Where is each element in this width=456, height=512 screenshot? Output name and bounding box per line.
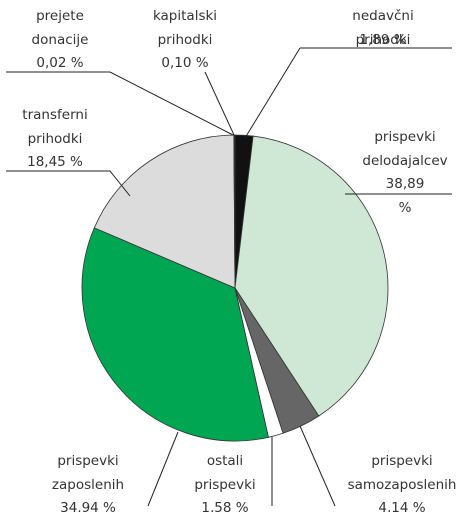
slice-value-label: 34,94 % — [60, 500, 116, 512]
leader-line — [6, 71, 234, 136]
slice-value-label: 1,89 % — [359, 31, 407, 48]
slice-label: transferni prihodki — [22, 107, 88, 147]
slice-label: nedavčni prihodki — [352, 8, 414, 48]
slice-label: kapitalski prihodki — [152, 8, 218, 48]
slice-label: ostali prispevki — [194, 453, 256, 493]
leader-line — [299, 425, 336, 507]
leader-line — [6, 170, 131, 197]
slice-label: prispevki zaposlenih — [51, 453, 125, 493]
slice-value-label: 18,45 % — [27, 154, 83, 170]
slice-value-label: 4,14 % — [378, 500, 426, 512]
pie-slice — [233, 134, 236, 289]
leader-line — [204, 71, 235, 136]
leader-line — [244, 47, 452, 139]
leader-line — [147, 431, 179, 507]
pie-slice — [93, 134, 236, 289]
slice-value-label: 0,02 % — [36, 55, 84, 71]
slice-label: prispevki delodajalcev — [362, 129, 448, 169]
slice-value-label: 0,10 % — [161, 55, 209, 71]
slice-label: prejete donacije — [31, 8, 89, 48]
slice-label: prispevki samozaposlenih — [347, 453, 456, 493]
slice-value-label: 1,58 % — [201, 500, 249, 512]
pie-slice — [81, 227, 269, 442]
slice-value-label: 38,89 % — [385, 176, 425, 216]
